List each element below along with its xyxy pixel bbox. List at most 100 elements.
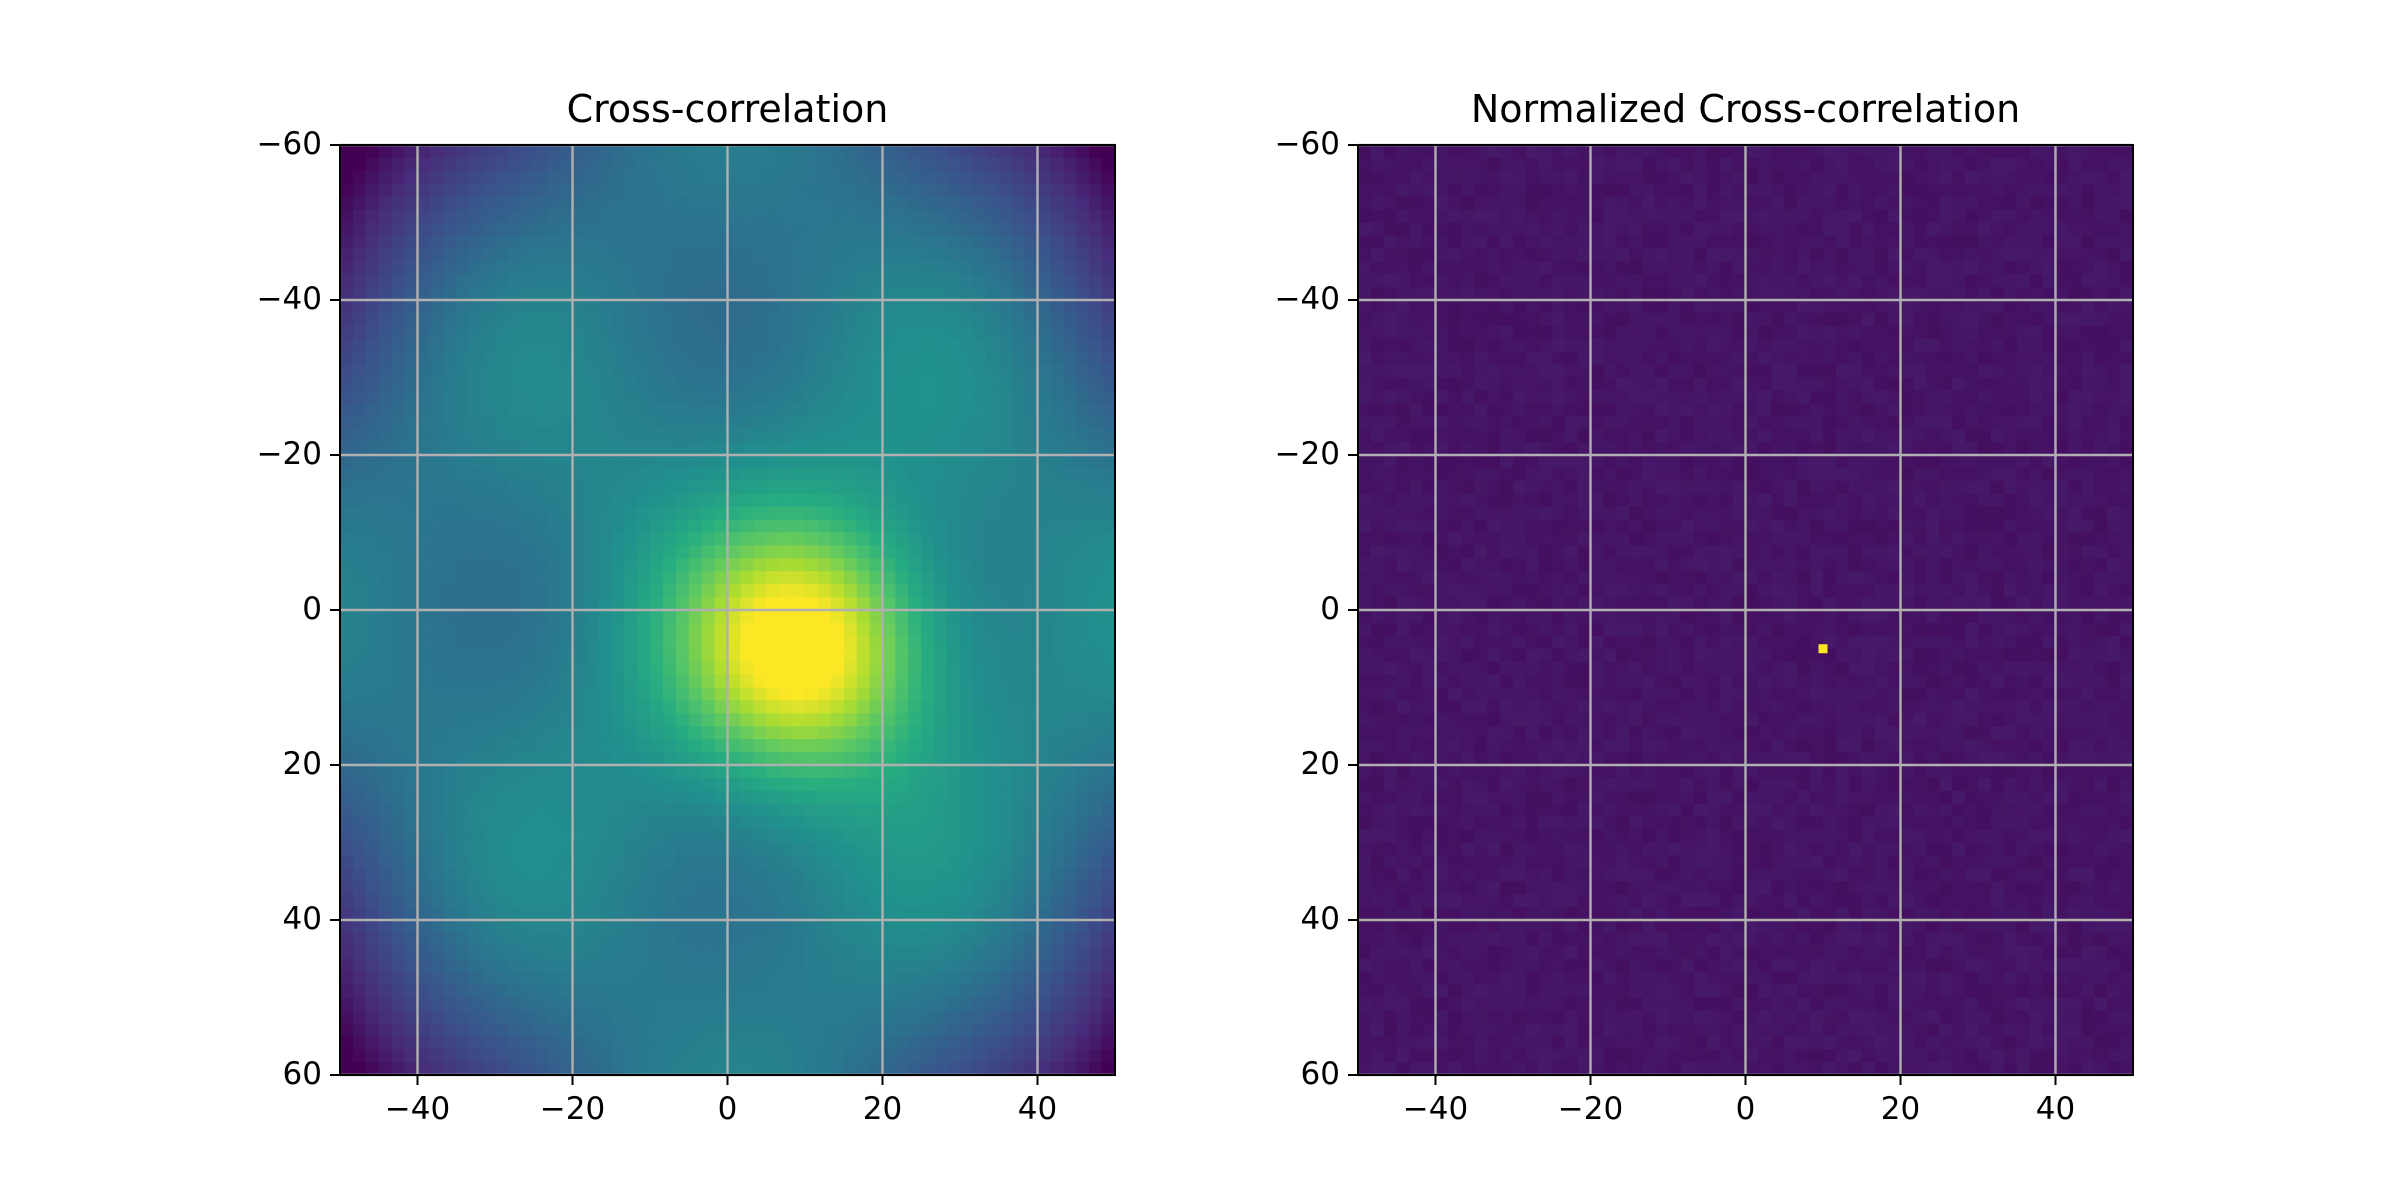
heatmap-cell [960,687,974,702]
heatmap-cell [559,842,574,857]
heatmap-cell [792,506,806,521]
heatmap-cell [1448,416,1462,430]
heatmap-cell [598,971,612,986]
heatmap-cell [805,157,819,172]
heatmap-cell [727,790,742,805]
heatmap-cell [624,377,638,392]
heatmap-cell [340,467,354,482]
heatmap-cell [1050,506,1064,521]
heatmap-cell [495,584,509,598]
heatmap-cell [352,480,367,495]
heatmap-cell [727,920,742,934]
heatmap-cell [1383,726,1398,740]
heatmap-cell [869,442,884,456]
heatmap-cell [1011,739,1026,753]
heatmap-cell [650,300,664,314]
heatmap-cell [972,545,987,559]
heatmap-cell [817,700,832,714]
heatmap-cell [624,894,638,908]
heatmap-cell [947,881,961,895]
heatmap-cell [340,300,354,314]
heatmap-cell [998,713,1013,727]
heatmap-cell [559,1036,574,1050]
heatmap-cell [908,351,922,366]
heatmap-cell [856,364,871,379]
heatmap-cell [352,429,367,443]
heatmap-cell [779,416,793,430]
heatmap-cell [882,790,897,805]
heatmap-cell [934,364,948,379]
heatmap-cell [960,1049,974,1063]
heatmap-cell [1089,584,1103,598]
heatmap-cell [611,248,625,262]
heatmap-cell [1448,894,1462,908]
heatmap-cell [869,287,884,301]
heatmap-cell [507,429,522,443]
heatmap-cell [520,997,535,1012]
heatmap-cell [1422,622,1437,637]
heatmap-cell [611,907,625,921]
heatmap-cell [662,920,677,934]
heatmap-cell [675,325,690,340]
heatmap-cell [1409,894,1424,908]
heatmap-cell [908,816,922,831]
heatmap-cell [869,183,884,198]
heatmap-cell [882,881,897,895]
heatmap-cell [805,493,819,508]
heatmap-cell [934,700,948,714]
heatmap-cell [805,842,819,857]
heatmap-cell [727,170,742,185]
heatmap-cell [740,248,754,262]
heatmap-cell [637,958,651,973]
heatmap-cell [779,157,793,172]
heatmap-cell [611,364,625,379]
heatmap-cell [1435,674,1450,689]
heatmap-cell [1461,467,1475,482]
heatmap-cell [792,958,806,973]
heatmap-cell [443,726,457,740]
heatmap-cell [779,1049,793,1063]
heatmap-cell [1370,222,1385,237]
heatmap-cell [869,364,884,379]
heatmap-cell [1370,597,1385,611]
heatmap-cell [856,752,871,766]
heatmap-cell [779,894,793,908]
heatmap-cell [727,777,742,792]
heatmap-cell [766,429,780,443]
heatmap-cell [740,958,754,973]
heatmap-cell [1089,493,1103,508]
heatmap-cell [1063,157,1077,172]
heatmap-cell [1076,222,1090,237]
heatmap-cell [1089,183,1103,198]
heatmap-cell [675,455,690,469]
heatmap-cell [637,558,651,572]
heatmap-cell [404,467,419,482]
heatmap-cell [365,765,380,779]
heatmap-cell [727,726,742,740]
heatmap-cell [495,920,509,934]
heatmap-cell [817,545,832,559]
heatmap-cell [495,790,509,805]
heatmap-cell [533,287,548,301]
heatmap-cell [895,235,909,249]
heatmap-cell [856,325,871,340]
heatmap-cell [985,777,1000,792]
heatmap-cell [908,170,922,185]
heatmap-cell [908,1062,922,1076]
heatmap-cell [572,416,587,430]
heatmap-cell [1011,752,1026,766]
heatmap-cell [1102,907,1116,921]
heatmap-cell [985,261,1000,275]
heatmap-cell [365,1036,380,1050]
heatmap-cell [1383,403,1398,417]
heatmap-cell [960,170,974,185]
heatmap-cell [921,287,935,301]
heatmap-cell [482,803,496,818]
heatmap-cell [1011,429,1026,443]
heatmap-cell [1063,403,1077,417]
heatmap-cell [1102,274,1116,288]
heatmap-cell [559,907,574,921]
heatmap-cell [947,403,961,417]
heatmap-cell [378,493,393,508]
heatmap-cell [585,674,599,689]
